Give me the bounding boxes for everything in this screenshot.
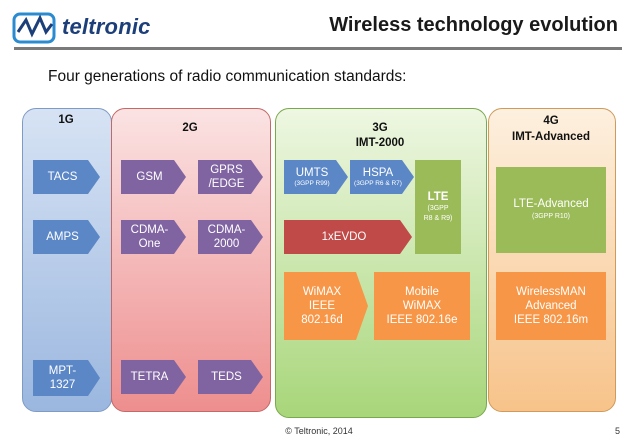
header-3g: 3G	[372, 122, 388, 134]
tech-gsm: GSM	[121, 160, 186, 194]
tech-lte-advanced: LTE-Advanced (3GPP R10)	[496, 167, 606, 253]
tech-teds: TEDS	[198, 360, 263, 394]
tech-mpt1327: MPT- 1327	[33, 360, 100, 396]
header-divider	[14, 47, 622, 50]
column-3g	[275, 108, 487, 418]
tech-mobile-wimax: Mobile WiMAX IEEE 802.16e	[374, 272, 470, 340]
tech-wimax: WiMAX IEEE 802.16d	[284, 272, 368, 340]
tech-tetra: TETRA	[121, 360, 186, 394]
page-title: Wireless technology evolution	[329, 14, 618, 36]
page-number: 5	[614, 426, 620, 436]
tech-1xevdo: 1xEVDO	[284, 220, 412, 254]
tech-tacs: TACS	[33, 160, 100, 194]
column-4g	[488, 108, 616, 412]
header-4g-sub: IMT-Advanced	[512, 131, 590, 143]
tech-umts: UMTS (3GPP R99)	[284, 160, 348, 194]
logo-emblem-icon	[12, 12, 56, 44]
tech-lte: LTE (3GPP R8 & R9)	[415, 160, 461, 254]
tech-wirelessman-advanced: WirelessMAN Advanced IEEE 802.16m	[496, 272, 606, 340]
header-4g: 4G	[543, 115, 559, 127]
tech-hspa: HSPA (3GPP R6 & R7)	[350, 160, 414, 194]
brand-name: teltronic	[62, 14, 151, 39]
header-1g: 1G	[58, 114, 74, 126]
tech-gprs-edge: GPRS /EDGE	[198, 160, 263, 194]
tech-cdma2000: CDMA- 2000	[198, 220, 263, 254]
header-2g: 2G	[182, 122, 198, 134]
teltronic-logo	[12, 10, 172, 50]
footer-copyright: © Teltronic, 2014	[285, 426, 353, 436]
subtitle: Four generations of radio communication …	[48, 68, 407, 85]
header-3g-sub: IMT-2000	[355, 137, 405, 149]
tech-amps: AMPS	[33, 220, 100, 254]
tech-cdmaone: CDMA- One	[121, 220, 186, 254]
